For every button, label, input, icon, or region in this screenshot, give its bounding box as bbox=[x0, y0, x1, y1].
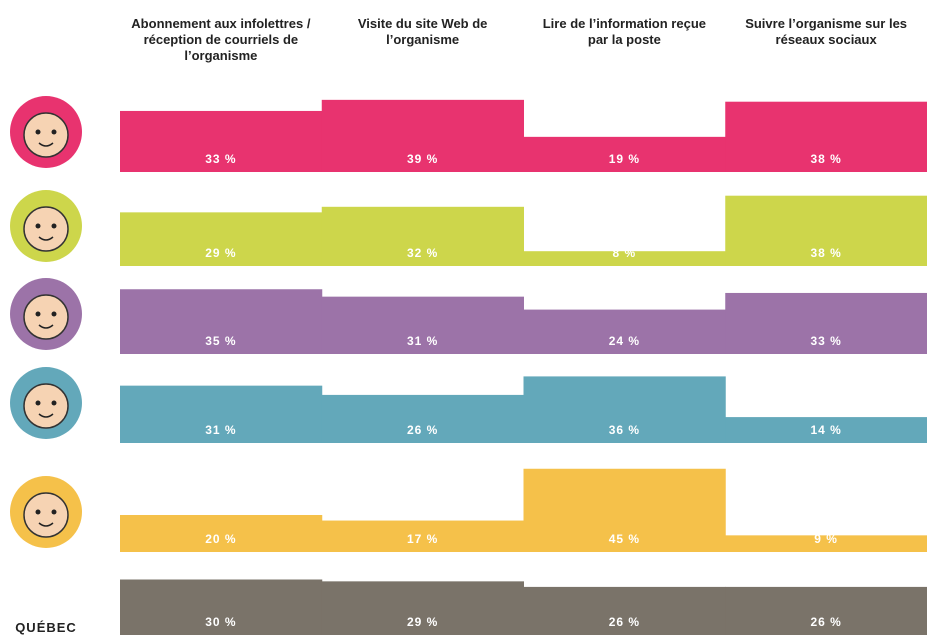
value-label: 8 % bbox=[612, 246, 637, 260]
value-label: 26 % bbox=[810, 615, 842, 629]
value-label: 26 % bbox=[608, 615, 641, 629]
bar bbox=[523, 136, 726, 172]
bar bbox=[725, 417, 927, 443]
bar bbox=[321, 581, 524, 635]
bar bbox=[120, 579, 323, 635]
bar bbox=[725, 101, 927, 172]
avatar-eye bbox=[35, 400, 41, 406]
value-label: 24 % bbox=[608, 334, 641, 348]
bar bbox=[523, 251, 726, 266]
value-label: 29 % bbox=[205, 246, 237, 260]
bar bbox=[120, 289, 323, 354]
bar bbox=[120, 212, 323, 266]
value-label: 30 % bbox=[205, 615, 237, 629]
bar bbox=[523, 468, 726, 552]
value-label: 33 % bbox=[205, 152, 237, 166]
value-label: 35 % bbox=[205, 334, 237, 348]
avatar-eye bbox=[35, 509, 41, 515]
value-label: 19 % bbox=[608, 152, 641, 166]
bar bbox=[120, 385, 323, 443]
avatar-eye bbox=[35, 223, 41, 229]
value-label: 20 % bbox=[205, 532, 237, 546]
bar bbox=[523, 376, 726, 443]
value-label: 38 % bbox=[810, 246, 842, 260]
value-label: 38 % bbox=[810, 152, 842, 166]
value-label: 14 % bbox=[810, 423, 842, 437]
value-label: 31 % bbox=[406, 334, 439, 348]
bar bbox=[321, 99, 524, 172]
bar bbox=[725, 586, 927, 635]
row-label: QUÉBEC bbox=[15, 620, 77, 635]
value-label: 26 % bbox=[406, 423, 439, 437]
bar bbox=[120, 110, 323, 172]
value-label: 17 % bbox=[406, 532, 439, 546]
bar bbox=[725, 535, 927, 552]
avatar-face bbox=[23, 492, 69, 538]
bar bbox=[321, 394, 524, 443]
avatar-face bbox=[23, 112, 69, 158]
bar bbox=[725, 195, 927, 266]
avatar-eye bbox=[51, 509, 57, 515]
value-label: 45 % bbox=[608, 532, 641, 546]
avatar-eye bbox=[35, 129, 41, 135]
avatar-mouth bbox=[38, 236, 54, 241]
value-label: 32 % bbox=[406, 246, 439, 260]
column-header: Abonnement aux infolettres / réception d… bbox=[131, 16, 311, 63]
avatar-face bbox=[23, 383, 69, 429]
avatar-face bbox=[23, 206, 69, 252]
bar bbox=[321, 206, 524, 266]
avatar-mouth bbox=[38, 522, 54, 527]
value-label: 31 % bbox=[205, 423, 237, 437]
avatar-eye bbox=[51, 223, 57, 229]
value-label: 33 % bbox=[810, 334, 842, 348]
bar bbox=[321, 520, 524, 552]
avatar-eye bbox=[51, 129, 57, 135]
avatar-mouth bbox=[38, 413, 54, 418]
value-label: 9 % bbox=[814, 532, 838, 546]
avatar-eye bbox=[51, 311, 57, 317]
avatar-face bbox=[23, 294, 69, 340]
avatar-eye bbox=[35, 311, 41, 317]
avatar-mouth bbox=[38, 142, 54, 147]
value-label: 29 % bbox=[406, 615, 439, 629]
column-header: Visite du site Web de l’organisme bbox=[357, 16, 488, 47]
value-label: 36 % bbox=[608, 423, 641, 437]
bar bbox=[120, 515, 323, 552]
bar bbox=[725, 292, 927, 354]
column-header: Lire de l’information reçue par la poste bbox=[542, 16, 706, 47]
value-label: 39 % bbox=[406, 152, 439, 166]
column-header: Suivre l’organisme sur les réseaux socia… bbox=[745, 16, 908, 47]
bar bbox=[523, 309, 726, 354]
avatar-mouth bbox=[38, 324, 54, 329]
bar bbox=[523, 586, 726, 635]
avatar-eye bbox=[51, 400, 57, 406]
bar bbox=[321, 296, 524, 354]
